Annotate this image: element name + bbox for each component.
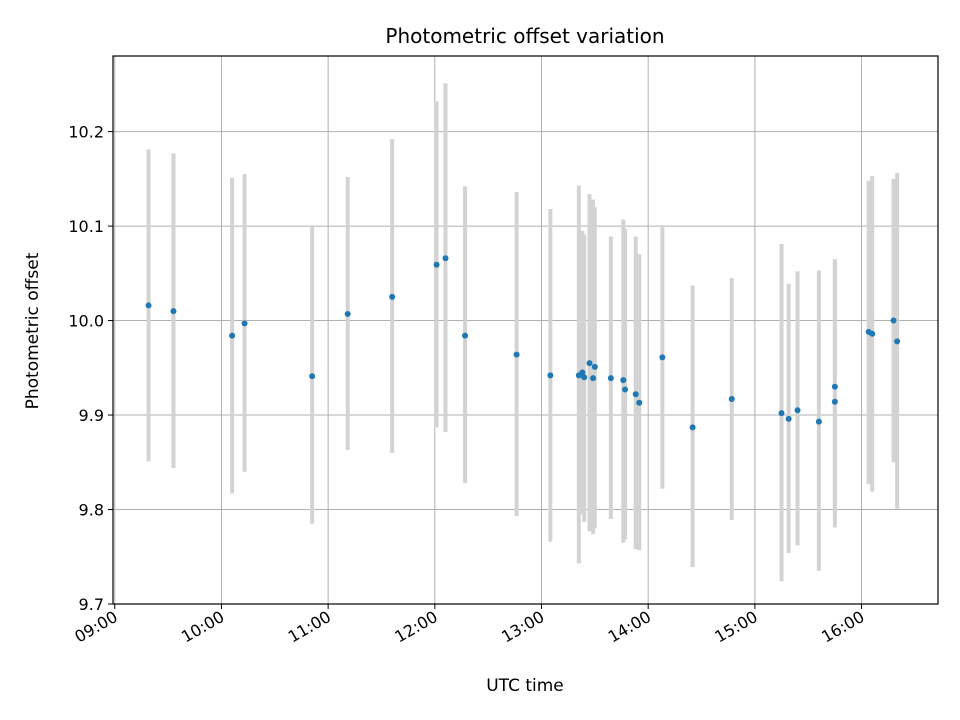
- data-point: [309, 373, 316, 380]
- data-point: [579, 369, 586, 376]
- chart-title: Photometric offset variation: [385, 24, 664, 48]
- y-tick-label: 9.8: [79, 501, 104, 520]
- data-point: [622, 386, 629, 393]
- data-point: [547, 372, 554, 379]
- data-point: [241, 320, 248, 327]
- data-point: [890, 317, 897, 324]
- data-point: [620, 377, 627, 384]
- data-point: [462, 332, 469, 339]
- y-tick-label: 10.0: [68, 312, 104, 331]
- data-point: [778, 410, 785, 417]
- data-point: [689, 424, 696, 431]
- data-point: [170, 308, 177, 315]
- data-point: [607, 375, 614, 382]
- plot-frame: [112, 55, 939, 605]
- y-tick-label: 10.1: [68, 217, 104, 236]
- data-point: [344, 310, 351, 317]
- data-point: [659, 354, 666, 361]
- y-tick-label: 9.9: [79, 406, 104, 425]
- data-point: [785, 415, 792, 422]
- data-point: [586, 360, 593, 367]
- data-point: [794, 407, 801, 414]
- grid-lines: [113, 56, 938, 605]
- data-point: [145, 302, 152, 309]
- data-point: [590, 375, 597, 382]
- data-point: [815, 418, 822, 425]
- y-tick-label: 10.2: [68, 123, 104, 142]
- y-axis-ticks: 9.7 9.8 9.9 10.0 10.1 10.2: [68, 123, 113, 614]
- data-point: [636, 399, 643, 406]
- y-tick-label: 9.7: [79, 595, 104, 614]
- data-point: [831, 383, 838, 390]
- data-point: [229, 332, 236, 339]
- data-point: [581, 374, 588, 381]
- data-points: [145, 255, 901, 431]
- data-point: [513, 351, 520, 358]
- data-point: [728, 395, 735, 402]
- data-point: [389, 293, 396, 300]
- data-point: [869, 330, 876, 337]
- data-point: [632, 391, 639, 398]
- data-point: [894, 338, 901, 345]
- data-point: [433, 261, 440, 268]
- data-point: [591, 363, 598, 370]
- y-axis-title: Photometric offset: [23, 252, 43, 409]
- data-point: [442, 255, 449, 262]
- data-point: [831, 398, 838, 405]
- x-axis-title: UTC time: [486, 676, 564, 696]
